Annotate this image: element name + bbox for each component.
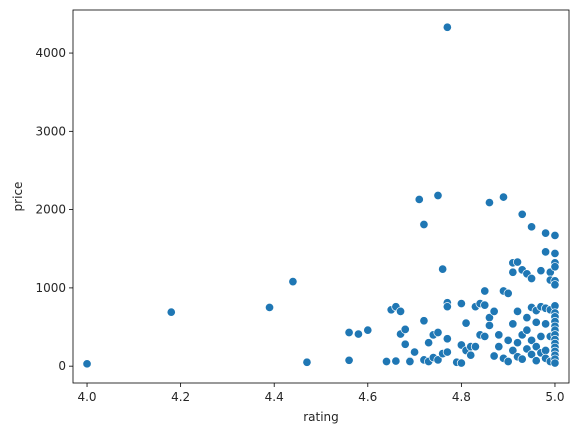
x-axis-label: rating [303,410,339,424]
data-point [442,302,452,312]
data-point [508,267,518,277]
data-point [480,331,490,341]
x-tick-label: 4.8 [452,390,471,404]
data-point [498,192,509,202]
data-point [527,335,537,345]
y-tick-label: 0 [58,359,66,373]
data-point [522,313,532,323]
y-tick-label: 4000 [35,46,66,60]
data-point [344,355,354,365]
data-point [470,342,480,352]
data-point [363,325,373,335]
data-point [503,356,513,367]
data-point [302,357,312,367]
points-layer [82,22,560,369]
data-point [494,342,504,352]
data-point [419,219,429,230]
data-point [531,317,541,327]
data-point [527,273,537,284]
y-tick-label: 3000 [35,124,66,138]
data-point [484,320,494,331]
data-point [353,329,363,339]
y-axis: 0 1000 2000 3000 4000 [35,46,73,373]
data-point [484,198,494,208]
data-point [531,342,541,352]
y-tick-label: 2000 [35,203,66,217]
data-point [527,349,537,359]
data-point [522,325,532,335]
data-point [442,334,452,344]
data-point [456,298,466,309]
data-point [442,22,452,32]
y-tick-label: 1000 [35,281,66,295]
data-point [527,222,537,232]
data-point [550,358,560,368]
data-point [466,350,476,360]
data-point [410,347,420,357]
data-point [82,359,92,369]
data-point [442,347,452,357]
data-point [531,356,541,366]
data-point [550,230,560,240]
data-point [405,356,415,367]
data-point [480,300,490,310]
data-point [400,339,410,349]
data-point [391,356,401,366]
data-point [541,247,551,257]
data-point [541,228,551,238]
data-point [508,319,518,329]
data-point [166,307,176,317]
data-point [456,358,466,368]
data-point [503,335,513,345]
x-tick-label: 4.0 [77,390,96,404]
data-point [461,318,471,328]
data-point [395,306,406,316]
data-point [480,286,490,296]
data-point [541,345,551,356]
data-point [489,306,499,316]
data-point [414,194,424,204]
x-tick-label: 4.6 [358,390,377,404]
data-point [433,190,443,201]
data-point [550,262,560,272]
data-point [508,345,518,356]
data-point [517,354,527,364]
data-point [433,327,443,338]
data-point [264,302,275,313]
data-point [438,264,448,274]
data-point [419,316,429,326]
data-point [381,356,392,367]
data-point [494,330,504,340]
data-point [400,324,410,334]
plot-area [72,9,570,384]
data-point [503,288,513,298]
data-point [512,338,523,348]
data-point [517,209,527,219]
x-tick-label: 5.0 [545,390,564,404]
data-point [536,331,546,341]
data-point [512,257,523,267]
data-point [489,351,499,361]
data-point [512,306,523,316]
data-point [536,266,546,276]
data-point [541,319,551,329]
data-point [550,280,560,290]
data-point [424,338,434,348]
x-axis: 4.0 4.2 4.4 4.6 4.8 5.0 [77,383,565,404]
data-point [550,248,560,258]
data-point [344,327,354,338]
x-tick-label: 4.2 [171,390,190,404]
data-point [288,277,298,287]
x-tick-label: 4.4 [265,390,284,404]
data-point [433,355,443,365]
y-axis-label: price [11,182,25,212]
